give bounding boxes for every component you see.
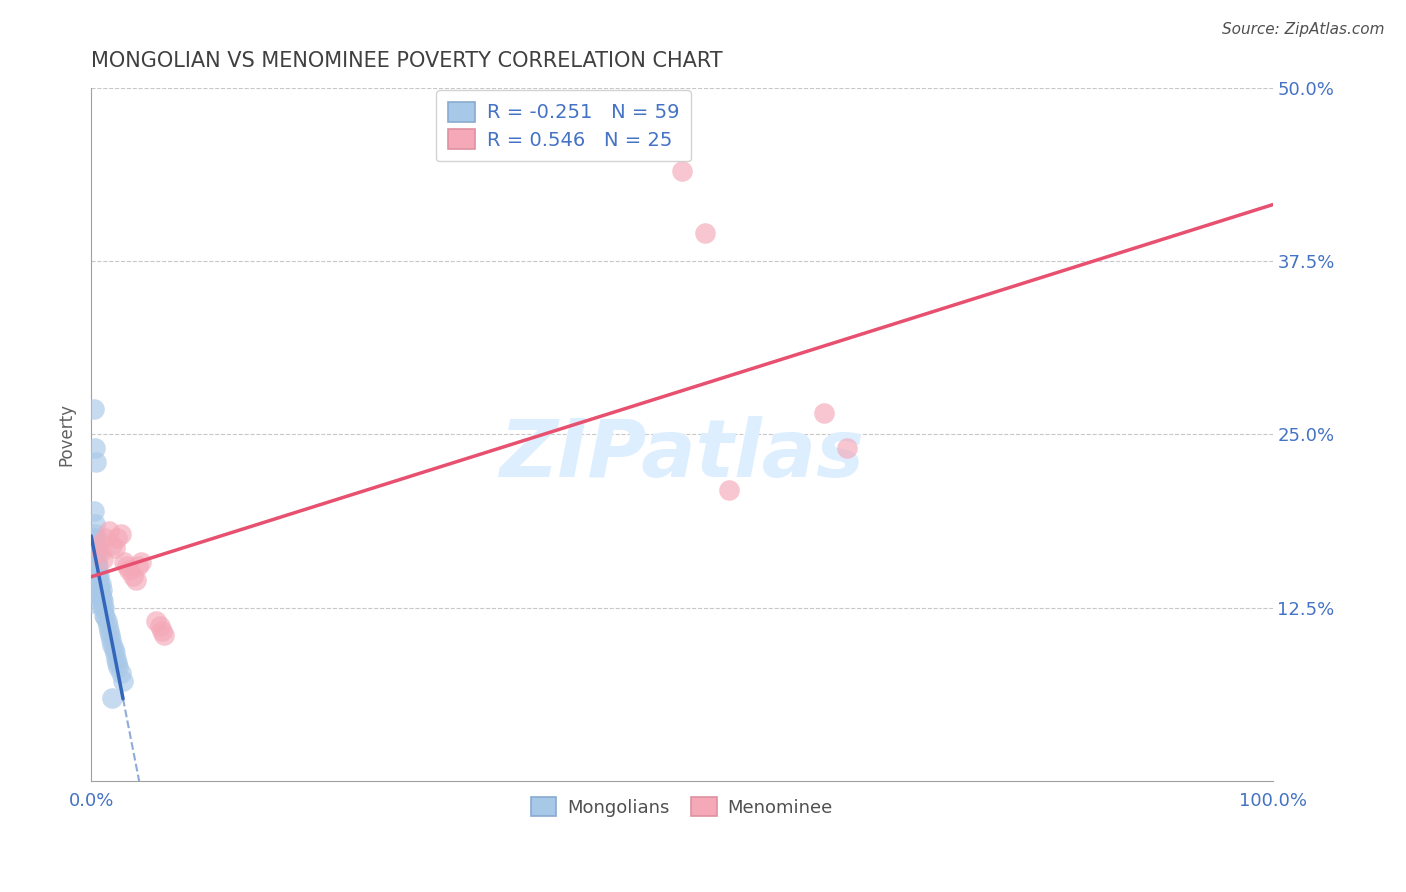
Point [103,642,125,657]
Point [150,624,173,639]
Point [90,577,112,591]
Point [98,628,121,642]
Point [695,226,717,240]
Point [107,660,129,674]
Point [86,555,108,569]
Point [84,455,107,469]
Point [84,541,107,555]
Text: ZIPatlas: ZIPatlas [499,416,865,494]
Point [101,638,124,652]
Point [84,531,107,545]
Point [87,568,110,582]
Point [84,549,107,564]
Point [89,582,111,597]
Point [90,591,112,605]
Point [86,563,108,577]
Point [96,615,118,629]
Text: MONGOLIAN VS MENOMINEE POVERTY CORRELATION CHART: MONGOLIAN VS MENOMINEE POVERTY CORRELATI… [91,51,723,70]
Point [83,582,105,597]
Point [83,527,105,541]
Point [87,559,110,574]
Point [82,559,104,574]
Point [83,531,105,545]
Point [101,538,124,552]
Point [82,580,104,594]
Point [118,563,141,577]
Point [127,559,149,574]
Point [91,593,114,607]
Point [97,618,120,632]
Point [104,541,127,555]
Point [90,582,112,597]
Point [91,552,114,566]
Point [104,647,127,661]
Point [83,503,105,517]
Point [89,577,111,591]
Point [104,652,127,666]
Point [129,555,152,569]
Point [112,674,135,689]
Point [813,407,835,421]
Point [83,402,105,417]
Point [82,587,104,601]
Point [718,483,741,497]
Point [86,538,108,552]
Point [671,163,693,178]
Point [149,618,172,632]
Point [83,555,105,569]
Point [125,573,148,587]
Point [90,545,112,559]
Point [87,575,110,590]
Point [837,441,859,455]
Point [121,568,143,582]
Point [91,600,114,615]
Text: Source: ZipAtlas.com: Source: ZipAtlas.com [1222,22,1385,37]
Point [83,577,105,591]
Point [105,531,128,545]
Point [86,545,108,559]
Point [93,600,115,615]
Point [93,607,115,622]
Point [83,548,105,562]
Point [86,572,108,586]
Legend: Mongolians, Menominee: Mongolians, Menominee [524,790,839,824]
Point [97,524,120,539]
Point [83,568,105,582]
Point [115,559,138,574]
Y-axis label: Poverty: Poverty [58,403,75,466]
Point [112,555,135,569]
Point [101,690,124,705]
Point [110,527,132,541]
Point [82,568,104,582]
Point [90,587,112,601]
Point [83,541,105,555]
Point [100,632,122,647]
Point [153,628,176,642]
Point [83,552,105,566]
Point [94,531,117,545]
Point [94,610,117,624]
Point [83,559,105,574]
Point [83,441,105,455]
Point [83,538,105,552]
Point [89,568,111,582]
Point [145,615,167,629]
Point [97,624,120,639]
Point [110,665,132,680]
Point [83,517,105,532]
Point [84,559,107,574]
Point [90,593,112,607]
Point [105,656,128,670]
Point [82,597,104,611]
